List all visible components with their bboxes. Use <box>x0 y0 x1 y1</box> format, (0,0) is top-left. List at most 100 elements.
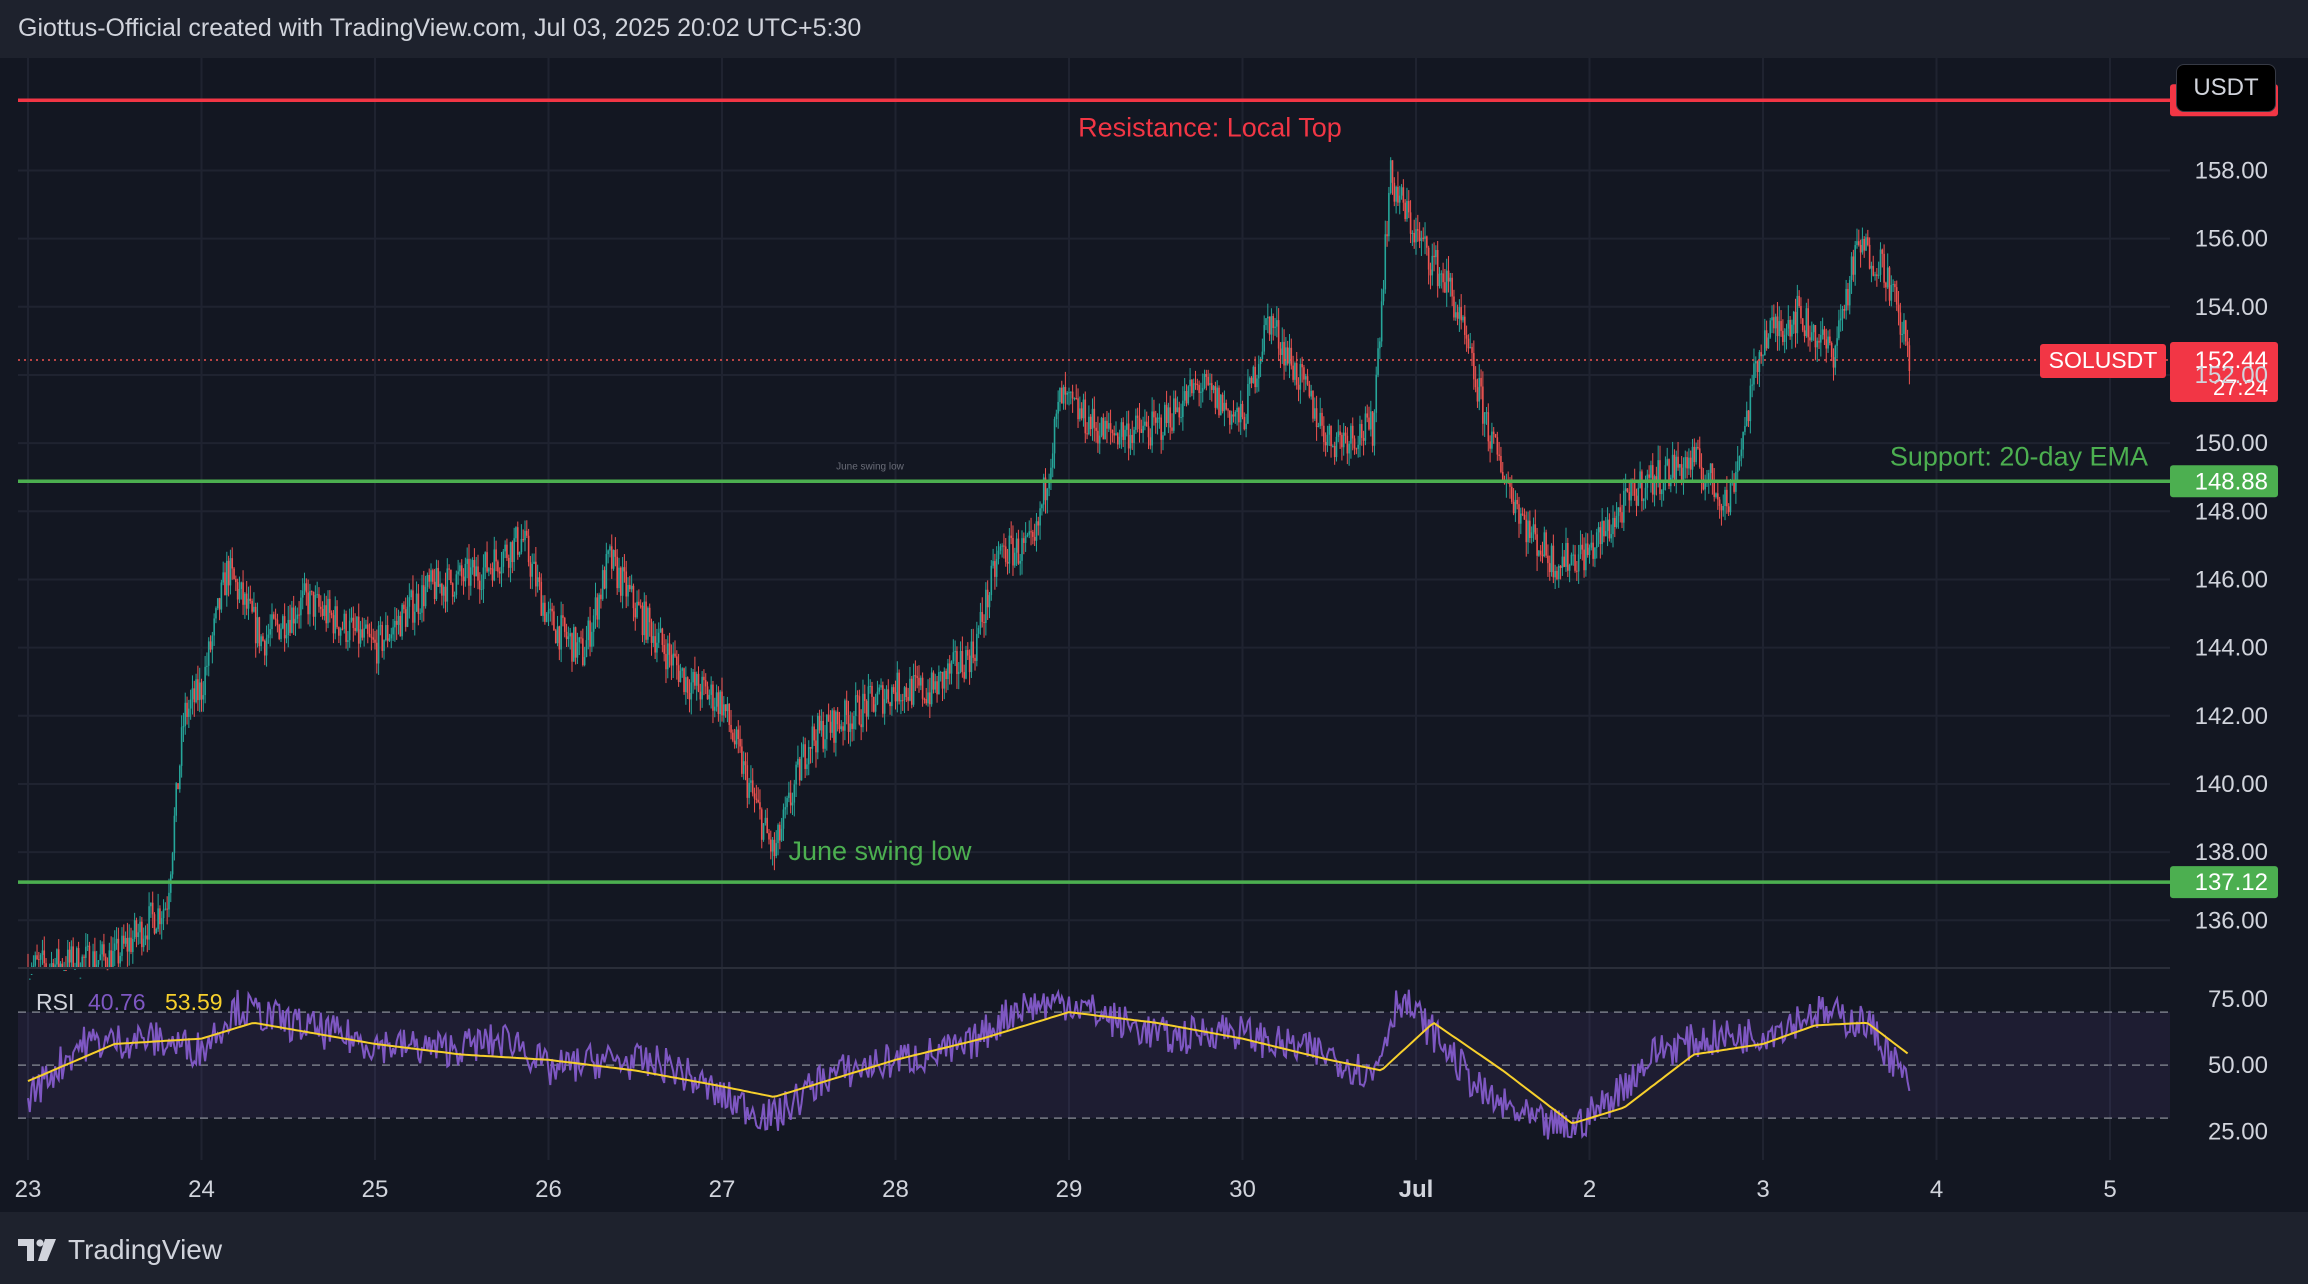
candle-body <box>377 625 380 664</box>
tradingview-logo-icon <box>18 1239 56 1261</box>
candle-body <box>1153 411 1155 418</box>
candle-body <box>1630 479 1632 501</box>
candle-body <box>57 949 60 968</box>
price-tick-label: 142.00 <box>2195 703 2268 730</box>
candle-body <box>408 597 411 607</box>
candle-body <box>403 604 405 610</box>
candle-body <box>1583 549 1585 571</box>
candle-body <box>1514 499 1517 514</box>
candle-body <box>435 568 438 600</box>
candle-body <box>1489 441 1491 449</box>
candle-body <box>1510 486 1513 502</box>
candle-body <box>1612 517 1614 535</box>
candle-body <box>1689 457 1692 470</box>
candle-body <box>235 578 237 583</box>
candle-body <box>450 569 452 584</box>
candle-body <box>1292 365 1294 380</box>
candle-body <box>1257 364 1260 379</box>
candle-body <box>948 663 951 674</box>
support-annotation[interactable]: Support: 20-day EMA <box>1890 441 2148 471</box>
candle-body <box>489 568 492 570</box>
candle-body <box>480 588 483 590</box>
candle-body <box>1677 456 1679 468</box>
candle-body <box>1463 316 1466 335</box>
candle-body <box>399 615 402 637</box>
candle-body <box>710 684 712 695</box>
candle-body <box>632 585 635 609</box>
candle-body <box>1547 555 1549 564</box>
candle-body <box>1483 412 1486 424</box>
candle-body <box>363 628 365 638</box>
candle-body <box>659 628 662 633</box>
candle-body <box>1899 312 1902 335</box>
candle-body <box>1742 431 1744 450</box>
candle-body <box>1621 512 1623 523</box>
candle-body <box>106 969 109 971</box>
candle-body <box>1713 479 1716 497</box>
resistance-annotation[interactable]: Resistance: Local Top <box>1078 112 1342 142</box>
candle-body <box>639 605 642 607</box>
price-chart[interactable]: 160.06Resistance: Local Top148.88Support… <box>0 0 2308 1212</box>
candle-body <box>189 699 192 709</box>
candle-body <box>500 566 503 574</box>
candle-body <box>1601 520 1603 545</box>
candle-body <box>1885 282 1887 288</box>
candle-body <box>272 614 275 619</box>
candle-body <box>1301 363 1303 368</box>
candle-body <box>1865 237 1867 251</box>
candle-body <box>1182 400 1184 418</box>
candle-body <box>1675 456 1678 481</box>
candle-body <box>282 616 284 629</box>
candle-body <box>985 589 987 624</box>
candles <box>27 157 1911 980</box>
candle-body <box>1599 527 1602 545</box>
candle-body <box>1487 412 1490 442</box>
candle-body <box>798 758 801 781</box>
candle-body <box>941 671 944 689</box>
tradingview-brand[interactable]: TradingView <box>18 1234 222 1266</box>
candle-body <box>1615 515 1618 528</box>
candle-body <box>186 702 188 717</box>
candle-body <box>1165 404 1168 423</box>
candle-body <box>1494 433 1497 438</box>
candle-body <box>1178 407 1181 418</box>
candle-body <box>1856 241 1858 246</box>
candle-body <box>401 604 403 637</box>
candle-body <box>142 938 145 948</box>
candle-body <box>1718 499 1721 506</box>
symbol-label: SOLUSDT <box>2049 347 2158 373</box>
candle-body <box>925 699 928 704</box>
candle-body <box>1066 392 1068 395</box>
currency-button[interactable]: USDT <box>2176 64 2276 112</box>
candle-body <box>753 793 756 799</box>
price-tick-label: 136.00 <box>2195 907 2268 934</box>
price-levels[interactable]: 160.06Resistance: Local Top148.88Support… <box>18 84 2278 899</box>
candle-body <box>130 937 132 952</box>
candle-body <box>643 601 646 636</box>
candle-body <box>41 950 44 955</box>
candle-body <box>907 697 909 701</box>
candle-body <box>542 602 544 616</box>
candle-body <box>1084 399 1087 434</box>
candle-body <box>1104 420 1106 440</box>
candle-body <box>1154 417 1157 423</box>
candle-body <box>869 685 871 687</box>
rsi-pane[interactable] <box>27 988 1911 1140</box>
candle-body <box>1149 437 1152 446</box>
candle-body <box>65 970 67 972</box>
candle-body <box>1431 255 1434 276</box>
time-axis[interactable]: 23 24 25 26 27 28 29 30 Jul 2 3 4 5 <box>15 1176 2117 1203</box>
candle-body <box>1420 237 1423 241</box>
candle-body <box>1238 407 1240 423</box>
candle-body <box>690 682 693 700</box>
time-tick-label: 26 <box>535 1176 562 1203</box>
candle-body <box>545 613 548 622</box>
candle-body <box>457 571 459 575</box>
candle-body <box>535 561 537 587</box>
candle-body <box>70 946 73 963</box>
candle-body <box>1839 318 1842 321</box>
candle-body <box>124 937 127 944</box>
price-axis[interactable]: 136.00 138.00 140.00 142.00 144.00 146.00 148.… <box>2195 157 2268 1145</box>
candle-body <box>224 572 226 596</box>
support-annotation[interactable]: June swing low <box>788 836 972 866</box>
